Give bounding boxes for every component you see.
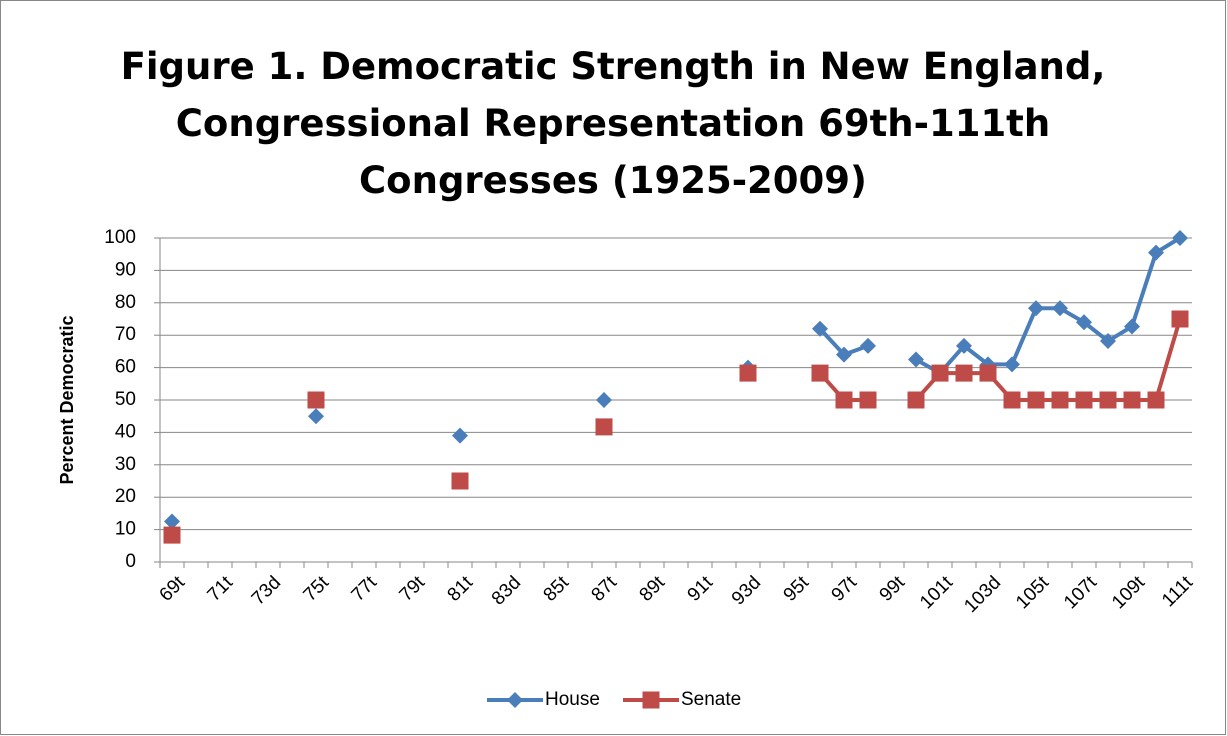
y-tick-label: 30: [115, 454, 136, 475]
data-point: [908, 351, 924, 368]
data-point: [1003, 391, 1021, 409]
data-point: [452, 427, 468, 444]
data-point: [1148, 244, 1164, 261]
data-point: [1171, 310, 1189, 328]
data-point: [955, 364, 973, 382]
y-tick-label: 20: [115, 486, 136, 507]
data-point: [1172, 230, 1188, 246]
data-point: [595, 418, 613, 436]
data-point: [836, 346, 852, 363]
y-axis-label: Percent Democratic: [57, 315, 77, 484]
y-tick-label: 40: [115, 421, 136, 442]
y-tick-label: 90: [115, 259, 136, 280]
data-point: [164, 513, 180, 530]
data-point: [307, 391, 325, 409]
data-point: [860, 337, 876, 354]
y-tick-label: 70: [115, 324, 136, 345]
y-tick-label: 10: [115, 519, 136, 540]
data-point: [596, 392, 612, 408]
data-point: [1076, 314, 1092, 331]
chart-title: Figure 1. Democratic Strength in New Eng…: [120, 45, 1106, 202]
data-point: [835, 391, 853, 409]
legend-label: Senate: [681, 689, 741, 710]
data-point: [451, 472, 469, 490]
data-point: [1100, 333, 1116, 350]
legend-marker: [507, 692, 523, 708]
y-tick-label: 0: [125, 551, 136, 572]
legend-label: House: [545, 689, 600, 710]
y-tick-label: 80: [115, 292, 136, 313]
y-tick-label: 50: [115, 389, 136, 410]
data-point: [1004, 356, 1020, 373]
data-point: [956, 337, 972, 354]
data-point: [1147, 391, 1165, 409]
data-point: [1052, 300, 1068, 317]
legend-marker: [642, 691, 660, 709]
data-point: [1123, 391, 1141, 409]
data-point: [907, 391, 925, 409]
data-point: [1028, 300, 1044, 317]
data-point: [1075, 391, 1093, 409]
series-line: [915, 236, 1182, 376]
data-point: [1099, 391, 1117, 409]
data-point: [1027, 391, 1045, 409]
data-point: [739, 364, 757, 382]
data-point: [1124, 318, 1140, 335]
data-point: [859, 391, 877, 409]
data-point: [812, 320, 828, 337]
data-point: [163, 526, 181, 544]
data-point: [811, 364, 829, 382]
data-point: [979, 364, 997, 382]
y-tick-label: 60: [115, 357, 136, 378]
data-point: [931, 364, 949, 382]
data-point: [1051, 391, 1069, 409]
y-tick-label: 100: [104, 227, 136, 248]
data-point: [308, 408, 324, 425]
